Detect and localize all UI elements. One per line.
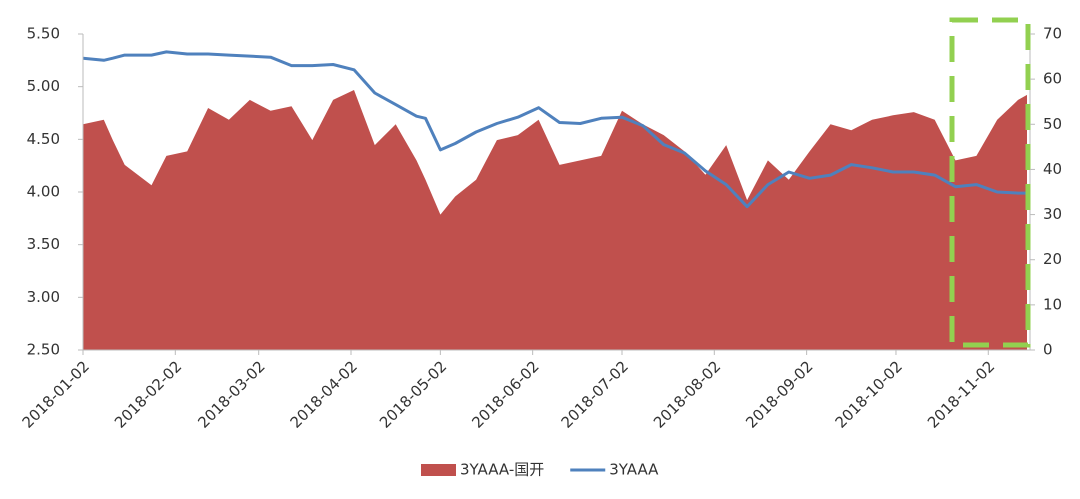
y2-tick-label: 60 bbox=[1043, 70, 1062, 88]
x-tick-label: 2018-05-02 bbox=[376, 357, 450, 431]
line bbox=[82, 50, 1027, 209]
y-tick-label: 5.50 bbox=[27, 25, 60, 43]
y-tick-label: 3.50 bbox=[27, 235, 60, 253]
x-tick-label: 2018-03-02 bbox=[194, 357, 268, 431]
y2-tick-label: 30 bbox=[1043, 205, 1062, 223]
plot-area bbox=[82, 50, 1027, 350]
y2-tick-label: 40 bbox=[1043, 160, 1062, 178]
y-tick-label: 4.50 bbox=[27, 130, 60, 148]
x-tick-label: 2018-02-02 bbox=[111, 357, 185, 431]
y2-tick-label: 10 bbox=[1043, 295, 1062, 313]
x-tick-label: 2018-09-02 bbox=[742, 357, 816, 431]
y2-tick-label: 50 bbox=[1043, 115, 1062, 133]
y-tick-label: 2.50 bbox=[27, 341, 60, 359]
x-tick-label: 2018-06-02 bbox=[468, 357, 542, 431]
x-tick-label: 2018-01-02 bbox=[19, 357, 93, 431]
x-tick-label: 2018-10-02 bbox=[832, 357, 906, 431]
y-tick-label: 3.00 bbox=[27, 288, 60, 306]
legend-swatch bbox=[421, 464, 456, 476]
x-tick-label: 2018-04-02 bbox=[287, 357, 361, 431]
legend-label: 3YAAA-国开 bbox=[460, 461, 544, 479]
y2-tick-label: 70 bbox=[1043, 25, 1062, 43]
y2-tick-label: 0 bbox=[1043, 341, 1053, 359]
area bbox=[83, 90, 1027, 350]
y-tick-label: 4.00 bbox=[27, 183, 60, 201]
legend-label: 3YAAA bbox=[609, 461, 659, 479]
y2-tick-label: 20 bbox=[1043, 250, 1062, 268]
x-tick-label: 2018-08-02 bbox=[650, 357, 724, 431]
x-tick-label: 2018-11-02 bbox=[924, 357, 998, 431]
y-tick-label: 5.00 bbox=[27, 77, 60, 95]
x-tick-label: 2018-07-02 bbox=[558, 357, 632, 431]
